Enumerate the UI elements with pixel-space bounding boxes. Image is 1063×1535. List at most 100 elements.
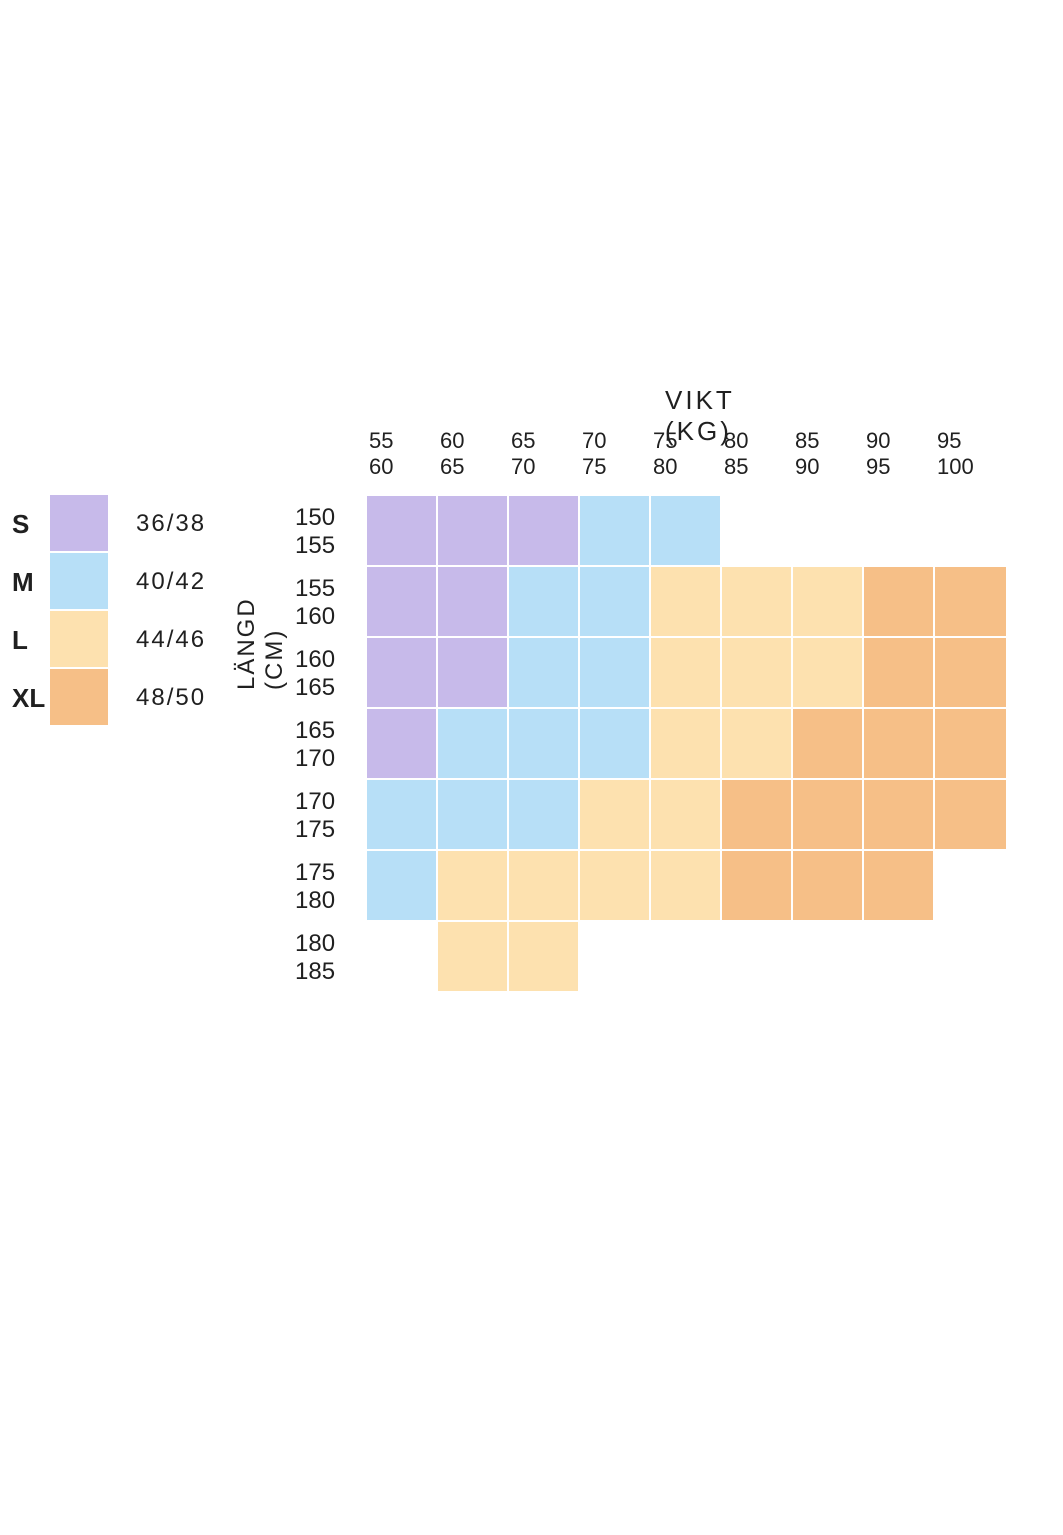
heatmap-cell — [367, 780, 438, 851]
y-axis-header-top: 150 — [295, 504, 367, 532]
x-axis-header-bottom: 95 — [866, 454, 935, 480]
heatmap-cell — [438, 922, 509, 993]
x-axis-header-bottom: 80 — [653, 454, 722, 480]
x-axis-header-bottom: 60 — [369, 454, 438, 480]
legend-size-letter: L — [12, 625, 50, 656]
heatmap-cell — [367, 851, 438, 922]
heatmap-cell — [864, 567, 935, 638]
y-axis-header-bottom: 180 — [295, 887, 367, 915]
heatmap-cell — [793, 638, 864, 709]
x-axis-header-bottom: 85 — [724, 454, 793, 480]
legend-size-letter: S — [12, 509, 50, 540]
x-axis-header-bottom: 70 — [511, 454, 580, 480]
heatmap-cell — [651, 922, 722, 993]
y-axis-header: 155160 — [255, 567, 367, 638]
legend-size-number: 44/46 — [136, 626, 206, 654]
heatmap-cell — [722, 496, 793, 567]
heatmap-cell — [722, 851, 793, 922]
heatmap-cell — [509, 922, 580, 993]
legend-row: S 36/38 — [12, 495, 206, 553]
y-axis-header-top: 180 — [295, 930, 367, 958]
legend-size-letter: M — [12, 567, 50, 598]
y-axis-header: 160165 — [255, 638, 367, 709]
heatmap-cell — [793, 567, 864, 638]
heatmap-cell — [864, 922, 935, 993]
legend-row: M40/42 — [12, 553, 206, 611]
heatmap-row: 150155 — [255, 496, 1006, 567]
legend-swatch — [50, 553, 108, 611]
heatmap-cell — [651, 851, 722, 922]
heatmap-cell — [367, 496, 438, 567]
x-axis-header: 7580 — [651, 428, 722, 480]
heatmap-row: 155160 — [255, 567, 1006, 638]
x-axis-header-top: 75 — [653, 428, 722, 454]
x-axis-header: 95100 — [935, 428, 1006, 480]
y-axis-header-bottom: 175 — [295, 816, 367, 844]
heatmap-cell — [651, 709, 722, 780]
heatmap-cell — [509, 851, 580, 922]
heatmap-cell — [864, 709, 935, 780]
x-axis-header-top: 65 — [511, 428, 580, 454]
heatmap-cell — [509, 780, 580, 851]
heatmap-cell — [651, 496, 722, 567]
heatmap-cell — [651, 780, 722, 851]
heatmap-cell — [367, 922, 438, 993]
heatmap-row: 160165 — [255, 638, 1006, 709]
heatmap-cell — [438, 496, 509, 567]
heatmap-cell — [367, 638, 438, 709]
x-axis-header-top: 80 — [724, 428, 793, 454]
heatmap-cell — [367, 709, 438, 780]
legend-size-number: 36/38 — [136, 510, 206, 538]
heatmap-cell — [509, 567, 580, 638]
heatmap-grid: 1501551551601601651651701701751751801801… — [255, 496, 1006, 993]
legend-swatch — [50, 495, 108, 553]
y-axis-header: 175180 — [255, 851, 367, 922]
x-axis-header: 6570 — [509, 428, 580, 480]
y-axis-header-top: 170 — [295, 788, 367, 816]
heatmap-cell — [367, 567, 438, 638]
heatmap-cell — [651, 567, 722, 638]
heatmap-cell — [793, 709, 864, 780]
size-chart-canvas: S36/38M40/42L44/46XL48/50 VIKT (KG) LÄNG… — [0, 0, 1063, 1535]
legend-swatch — [50, 611, 108, 669]
heatmap-cell — [864, 496, 935, 567]
heatmap-cell — [935, 709, 1006, 780]
heatmap-row: 175180 — [255, 851, 1006, 922]
x-axis-header: 9095 — [864, 428, 935, 480]
heatmap-cell — [793, 780, 864, 851]
y-axis-header: 150155 — [255, 496, 367, 567]
legend-size-letter: XL — [12, 683, 50, 714]
x-axis-header-bottom: 75 — [582, 454, 651, 480]
heatmap-cell — [722, 709, 793, 780]
heatmap-cell — [722, 780, 793, 851]
legend-row: XL48/50 — [12, 669, 206, 727]
heatmap-cell — [935, 638, 1006, 709]
heatmap-row: 180185 — [255, 922, 1006, 993]
x-axis-header: 5560 — [367, 428, 438, 480]
heatmap-cell — [793, 496, 864, 567]
legend-row: L 44/46 — [12, 611, 206, 669]
x-axis-header: 6065 — [438, 428, 509, 480]
heatmap-cell — [580, 851, 651, 922]
heatmap-cell — [935, 922, 1006, 993]
x-axis-header-top: 85 — [795, 428, 864, 454]
heatmap-cell — [438, 638, 509, 709]
heatmap-cell — [722, 638, 793, 709]
y-axis-header: 180185 — [255, 922, 367, 993]
heatmap-cell — [935, 780, 1006, 851]
heatmap-cell — [509, 638, 580, 709]
heatmap-cell — [438, 709, 509, 780]
heatmap-cell — [793, 922, 864, 993]
heatmap-cell — [580, 496, 651, 567]
x-axis-header-top: 95 — [937, 428, 1006, 454]
y-axis-header-bottom: 170 — [295, 745, 367, 773]
heatmap-cell — [935, 496, 1006, 567]
heatmap-cell — [438, 780, 509, 851]
heatmap-cell — [438, 567, 509, 638]
y-axis-header-bottom: 160 — [295, 603, 367, 631]
y-axis-header-bottom: 155 — [295, 532, 367, 560]
x-axis-header-bottom: 100 — [937, 454, 1006, 480]
heatmap-cell — [580, 709, 651, 780]
heatmap-cell — [935, 567, 1006, 638]
y-axis-header-top: 175 — [295, 859, 367, 887]
